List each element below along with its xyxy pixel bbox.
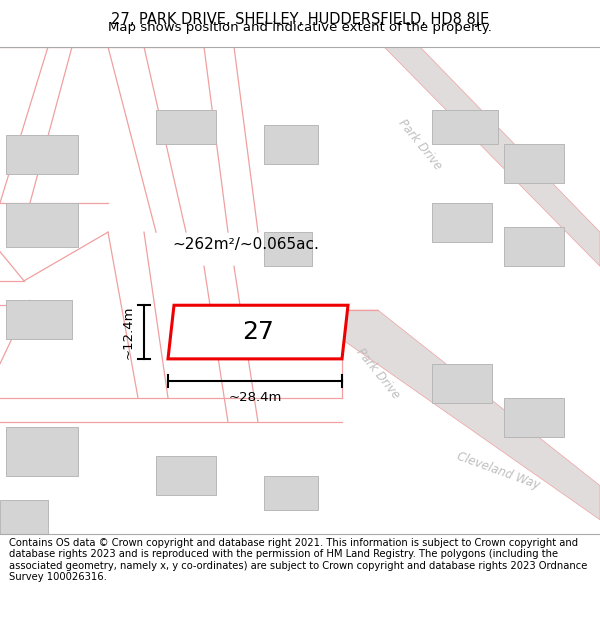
- Text: Contains OS data © Crown copyright and database right 2021. This information is : Contains OS data © Crown copyright and d…: [9, 538, 587, 582]
- Bar: [504, 228, 564, 266]
- Bar: [504, 144, 564, 183]
- Text: ~12.4m: ~12.4m: [122, 305, 135, 359]
- Bar: [432, 364, 492, 403]
- Bar: [504, 398, 564, 437]
- Bar: [6, 301, 72, 339]
- Text: Park Drive: Park Drive: [354, 346, 402, 401]
- Bar: [6, 134, 78, 174]
- Bar: [6, 427, 78, 476]
- Bar: [6, 203, 78, 247]
- Polygon shape: [168, 305, 348, 359]
- Polygon shape: [342, 310, 600, 520]
- Bar: [264, 125, 318, 164]
- Text: ~262m²/~0.065ac.: ~262m²/~0.065ac.: [173, 237, 319, 252]
- Bar: [0, 500, 48, 534]
- Text: 27: 27: [242, 320, 274, 344]
- Text: Park Drive: Park Drive: [396, 116, 444, 172]
- Bar: [432, 110, 498, 144]
- Bar: [432, 203, 492, 242]
- Bar: [264, 232, 312, 266]
- Text: Cleveland Way: Cleveland Way: [455, 450, 541, 492]
- Bar: [264, 476, 318, 510]
- Text: ~28.4m: ~28.4m: [229, 391, 281, 404]
- Text: 27, PARK DRIVE, SHELLEY, HUDDERSFIELD, HD8 8JE: 27, PARK DRIVE, SHELLEY, HUDDERSFIELD, H…: [111, 12, 489, 27]
- Polygon shape: [384, 47, 600, 266]
- Text: Map shows position and indicative extent of the property.: Map shows position and indicative extent…: [108, 21, 492, 34]
- Bar: [156, 456, 216, 496]
- Bar: [156, 110, 216, 144]
